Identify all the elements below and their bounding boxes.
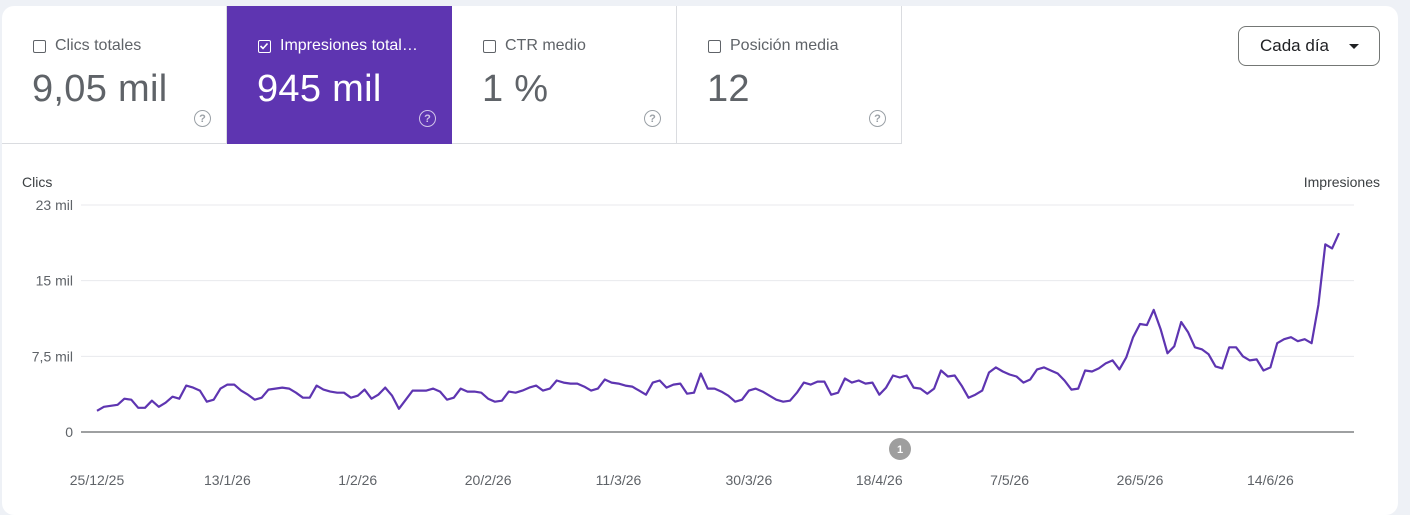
right-axis-title: Impresiones: [1303, 174, 1380, 190]
metric-impressions-header: Impresiones total…: [258, 37, 418, 55]
x-tick-label: 7/5/26: [990, 472, 1029, 488]
metric-position-card[interactable]: Posición media 12 ?: [677, 6, 902, 144]
metric-impressions-value: 945 mil: [257, 68, 382, 110]
metric-clicks-card[interactable]: Clics totales 9,05 mil ?: [2, 6, 227, 144]
x-tick-label: 20/2/26: [465, 472, 512, 488]
help-circle-icon[interactable]: ?: [869, 110, 886, 127]
y-tick-label: 15 mil: [36, 273, 73, 289]
metric-ctr-header: CTR medio: [483, 37, 586, 55]
y-tick-label: 23 mil: [36, 197, 73, 213]
x-tick-label: 18/4/26: [856, 472, 903, 488]
impressions-chart: 0 7,5 mil 15 mil 23 mil 25/12/25 13/1/26 1/2/2…: [32, 197, 1354, 488]
metric-clicks-value: 9,05 mil: [32, 68, 168, 110]
period-dropdown[interactable]: Cada día: [1238, 26, 1380, 66]
help-circle-icon[interactable]: ?: [419, 110, 436, 127]
x-tick-label: 1/2/26: [338, 472, 377, 488]
performance-card: Clics totales 9,05 mil ? Impresiones tot…: [2, 6, 1398, 515]
checkbox-icon[interactable]: [33, 39, 46, 53]
metric-impressions-card[interactable]: Impresiones total… 945 mil ?: [227, 6, 452, 144]
x-tick-label: 30/3/26: [726, 472, 773, 488]
x-tick-label: 11/3/26: [596, 472, 642, 488]
help-circle-icon[interactable]: ?: [644, 110, 661, 127]
metric-position-value: 12: [707, 68, 750, 110]
checkbox-icon[interactable]: [708, 39, 721, 53]
x-tick-label: 14/6/26: [1247, 472, 1294, 488]
period-dropdown-label: Cada día: [1260, 36, 1329, 55]
y-tick-label: 7,5 mil: [32, 348, 73, 364]
metric-clicks-header: Clics totales: [33, 37, 141, 55]
checkbox-icon[interactable]: [258, 39, 271, 53]
left-axis-title: Clics: [22, 174, 53, 190]
y-tick-label: 0: [65, 424, 73, 440]
x-tick-label: 25/12/25: [70, 472, 125, 488]
impressions-series-line: [96, 232, 1341, 412]
metric-ctr-card[interactable]: CTR medio 1 % ?: [452, 6, 677, 144]
x-tick-label: 13/1/26: [204, 472, 251, 488]
x-tick-label: 26/5/26: [1117, 472, 1164, 488]
checkbox-icon[interactable]: [483, 39, 496, 53]
help-circle-icon[interactable]: ?: [194, 110, 211, 127]
metric-position-header: Posición media: [708, 37, 839, 55]
annotation-marker-label: 1: [897, 444, 903, 456]
annotation-marker: [889, 438, 911, 460]
metric-ctr-value: 1 %: [482, 68, 549, 110]
metric-tabs: Clics totales 9,05 mil ? Impresiones tot…: [2, 6, 902, 144]
caret-down-icon: [1349, 44, 1359, 49]
